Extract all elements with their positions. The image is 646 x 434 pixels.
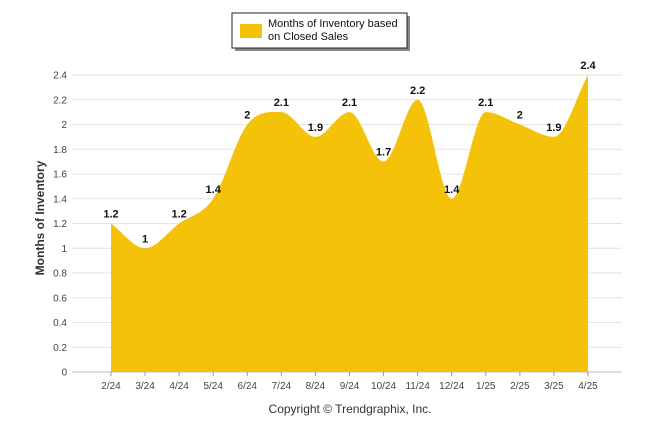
legend-swatch (240, 24, 262, 38)
x-tick-label: 12/24 (439, 381, 464, 392)
data-labels: 1.2 1 1.2 1.4 2 2.1 1.9 2.1 1.7 2.2 1.4 2.1 2 1.9 2.4 (103, 60, 596, 245)
data-label: 1 (142, 233, 148, 245)
y-tick-label: 1.2 (53, 219, 67, 230)
x-tick-label: 5/24 (203, 381, 223, 392)
y-tick-label: 2.2 (53, 95, 67, 106)
data-label: 2.4 (580, 60, 596, 72)
y-axis-title: Months of Inventory (33, 160, 47, 275)
x-tick-label: 6/24 (238, 381, 258, 392)
copyright-credit: Copyright © Trendgraphix, Inc. (269, 402, 432, 416)
legend: Months of Inventory based on Closed Sale… (231, 12, 410, 51)
data-label: 2 (517, 110, 523, 122)
y-tick-label: 0.6 (53, 293, 67, 304)
x-tick-label: 3/24 (135, 381, 155, 392)
data-label: 2.1 (274, 97, 289, 109)
legend-label-line2: on Closed Sales (268, 31, 349, 43)
y-tick-label: 2 (61, 120, 67, 131)
data-label: 1.9 (308, 122, 323, 134)
y-tick-label: 0 (61, 368, 67, 379)
x-tick-label: 10/24 (371, 381, 396, 392)
plot-area (111, 75, 588, 372)
legend-label-line1: Months of Inventory based (268, 18, 398, 30)
x-tick-label: 9/24 (340, 381, 360, 392)
data-label: 1.7 (376, 147, 391, 159)
y-tick-label: 0.8 (53, 269, 67, 280)
x-tick-label: 1/25 (476, 381, 496, 392)
x-tick-label: 11/24 (405, 381, 430, 392)
data-label: 2.1 (342, 97, 357, 109)
y-tick-label: 0.2 (53, 343, 67, 354)
data-label: 1.4 (444, 184, 460, 196)
x-tick-label: 2/24 (101, 381, 121, 392)
y-tick-label: 0.4 (53, 318, 67, 329)
data-label: 1.4 (206, 184, 222, 196)
y-tick-label: 2.4 (53, 71, 67, 82)
data-label: 1.9 (546, 122, 561, 134)
data-label: 2 (244, 110, 250, 122)
x-tick-label: 2/25 (510, 381, 530, 392)
x-tick-label: 3/25 (544, 381, 564, 392)
x-tick-label: 8/24 (306, 381, 326, 392)
data-label: 1.2 (103, 209, 118, 221)
x-tick-label: 7/24 (272, 381, 292, 392)
data-label: 1.2 (171, 209, 186, 221)
y-tick-label: 1.6 (53, 170, 67, 181)
area-series (111, 75, 588, 372)
y-tick-label: 1 (61, 244, 67, 255)
data-label: 2.2 (410, 85, 425, 97)
x-tick-label: 4/24 (169, 381, 189, 392)
y-tick-label: 1.4 (53, 194, 67, 205)
data-label: 2.1 (478, 97, 493, 109)
axes: 0 0.2 0.4 0.6 0.8 1 1.2 1.4 1.6 1.8 2 2.2 2.4 2/24 3/2… (53, 71, 622, 392)
x-tick-label: 4/25 (578, 381, 598, 392)
y-tick-label: 1.8 (53, 145, 67, 156)
